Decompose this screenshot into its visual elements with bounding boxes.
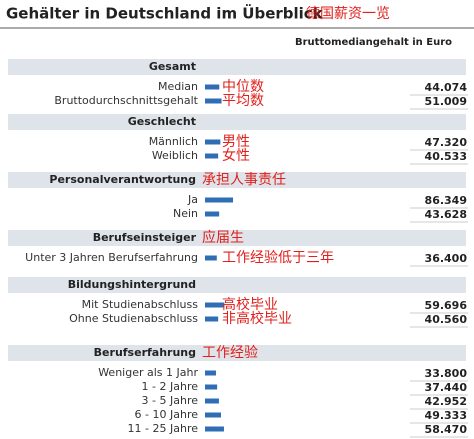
value-label: 42.952 (425, 395, 467, 408)
value-label: 43.628 (425, 208, 467, 221)
row-label: Nein (173, 207, 198, 220)
value-label: 40.533 (425, 150, 467, 163)
value-label: 59.696 (425, 299, 468, 312)
value-label: 51.009 (425, 95, 467, 108)
value-label: 37.440 (425, 381, 468, 394)
bar (205, 412, 221, 418)
section-band (8, 172, 466, 188)
value-label: 44.074 (425, 81, 468, 94)
row-label: Unter 3 Jahren Berufserfahrung (25, 251, 198, 264)
row-label: Median (158, 80, 198, 93)
row-label: Ja (187, 193, 198, 206)
value-label: 86.349 (425, 194, 467, 207)
row-label: Weiblich (152, 149, 198, 162)
row-label: 11 - 25 Jahre (128, 422, 199, 435)
bar (205, 398, 219, 404)
value-label: 33.800 (425, 367, 468, 380)
row-label: Bruttodurchschnittsgehalt (54, 94, 198, 107)
row-note: 非高校毕业 (222, 310, 292, 327)
section-label: Berufseinsteiger (93, 231, 197, 244)
bar (205, 316, 219, 322)
section-band (8, 345, 466, 361)
section-label: Geschlecht (128, 115, 196, 128)
section-label: Gesamt (149, 60, 196, 73)
row-label: Mit Studienabschluss (82, 298, 199, 311)
bar (205, 302, 225, 308)
section-label: Bildungshintergrund (68, 278, 196, 291)
value-label: 36.400 (425, 252, 468, 265)
row-note: 工作经验低于三年 (222, 250, 334, 266)
bar (205, 426, 224, 432)
bar (205, 370, 216, 376)
bar (205, 84, 220, 90)
value-label: 40.560 (425, 313, 468, 326)
value-label: 47.320 (425, 136, 468, 149)
row-note: 女性 (222, 147, 250, 164)
section-band (8, 230, 466, 246)
row-label: Weniger als 1 Jahr (98, 366, 198, 379)
row-note: 男性 (222, 134, 250, 150)
row-label: Männlich (149, 135, 198, 148)
value-label: 58.470 (425, 423, 468, 436)
section-band (8, 277, 466, 293)
section-band (8, 59, 466, 75)
title-note: 德国薪资一览 (306, 6, 390, 22)
axis-label: Bruttomediangehalt in Euro (295, 37, 452, 48)
row-label: 6 - 10 Jahre (135, 408, 199, 421)
bar (205, 197, 233, 203)
row-note: 高校毕业 (222, 296, 278, 313)
row-note: 中位数 (222, 79, 264, 95)
section-label: Berufserfahrung (94, 346, 196, 359)
row-label: Ohne Studienabschluss (69, 312, 198, 325)
chart-title: Gehälter in Deutschland im Überblick (6, 4, 324, 23)
section-band (8, 114, 466, 130)
bar (205, 153, 219, 159)
row-label: 1 - 2 Jahre (142, 380, 199, 393)
section-note: 承担人事责任 (202, 172, 286, 188)
value-label: 49.333 (425, 409, 467, 422)
bar (205, 139, 221, 145)
row-label: 3 - 5 Jahre (142, 394, 199, 407)
bar (205, 98, 222, 104)
bar (205, 384, 218, 390)
section-note: 工作经验 (202, 345, 258, 361)
bar (205, 211, 220, 217)
row-note: 平均数 (222, 93, 264, 109)
section-note: 应届生 (202, 229, 244, 246)
section-label: Personalverantwortung (49, 173, 196, 186)
bar (205, 255, 217, 261)
